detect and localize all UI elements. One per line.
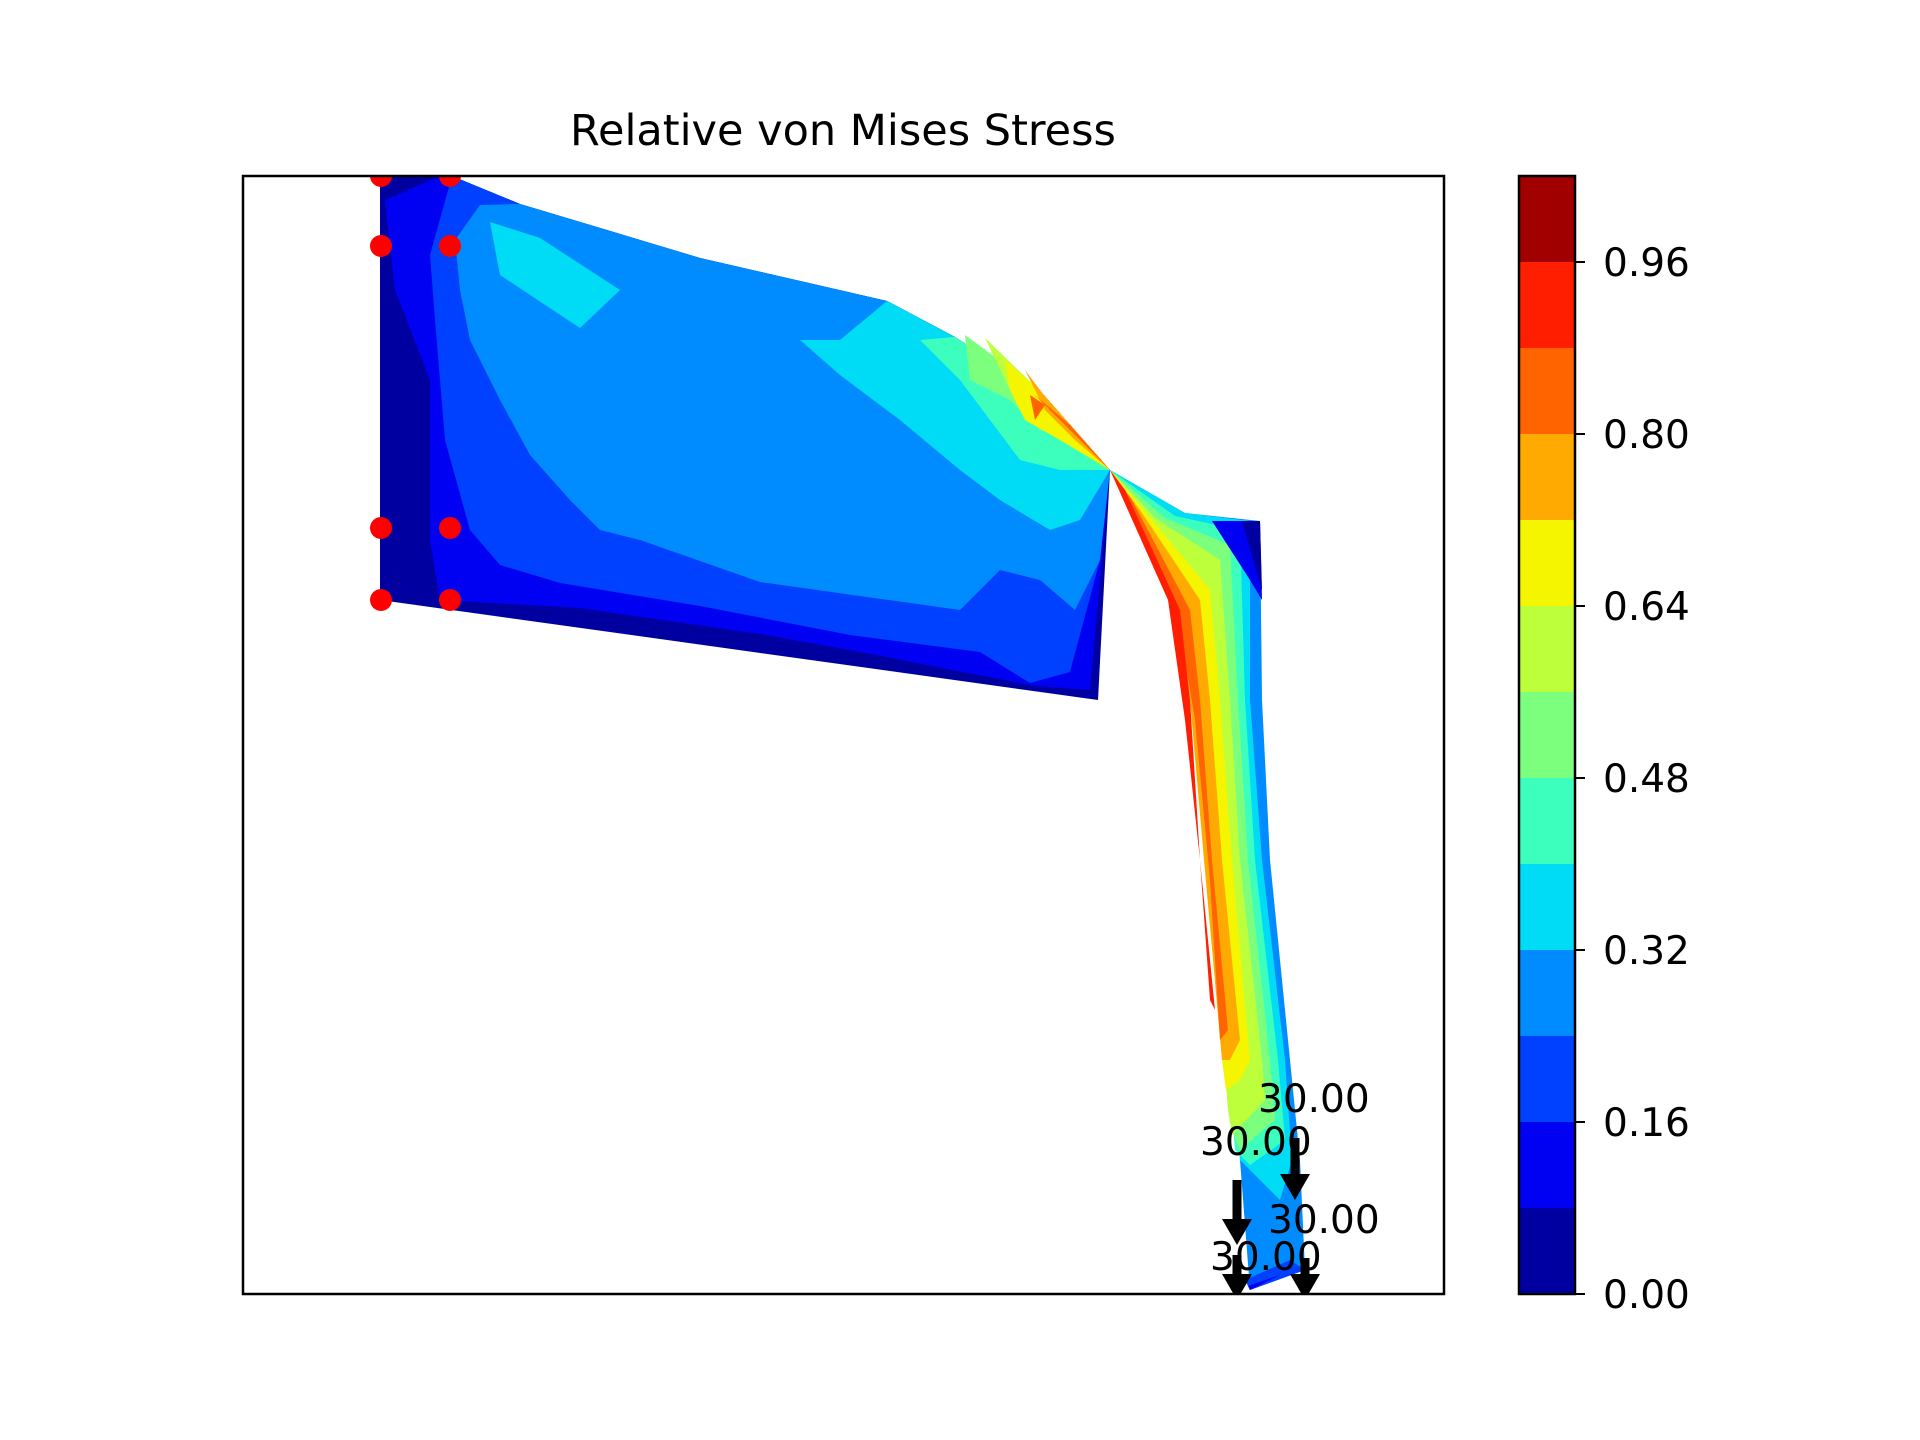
load-arrows [1222,1138,1320,1294]
stress-band [1030,395,1045,420]
load-arrow-head [1280,1174,1310,1200]
constraint-marker [370,176,392,187]
load-arrow-head [1290,1274,1320,1294]
load-arrow-head [1222,1219,1252,1245]
colorbar-tick-label: 0.64 [1603,585,1690,630]
load-label: 30.00 [1258,1077,1370,1122]
stress-contour [380,176,1305,1290]
constraint-marker [439,589,461,611]
constraint-markers [370,176,461,611]
stress-band [1248,1275,1280,1290]
chart-title: Relative von Mises Stress [570,106,1116,156]
colorbar-band [1519,1036,1575,1122]
colorbar-tick-label: 0.96 [1603,241,1690,286]
colorbar-band [1519,1122,1575,1208]
colorbar-band [1519,864,1575,950]
stress-band [1110,470,1228,1040]
stress-band [800,301,1110,530]
stress-band [1110,470,1215,1010]
stress-band [490,222,620,328]
load-arrow-head [1222,1274,1252,1294]
constraint-marker [370,517,392,539]
constraint-marker [439,517,461,539]
colorbar-tick-label: 0.32 [1603,929,1690,974]
colorbar-tick-label: 0.48 [1603,757,1690,802]
colorbar-ticks: 0.00 0.16 0.32 0.48 0.64 0.80 0.96 [1575,241,1690,1318]
stress-band [1242,521,1262,590]
constraint-marker [439,176,461,187]
colorbar: 0.00 0.16 0.32 0.48 0.64 0.80 0.96 [1517,174,1690,1318]
colorbar-band [1519,1208,1575,1294]
colorbar-band [1519,520,1575,606]
colorbar-band [1519,434,1575,520]
colorbar-band [1519,262,1575,348]
axes-frame [241,174,1446,1296]
stress-band [455,204,1110,610]
constraint-marker [370,589,392,611]
load-label: 30.00 [1210,1235,1322,1280]
colorbar-band [1519,950,1575,1036]
colorbar-tick-label: 0.00 [1603,1273,1690,1318]
colorbar-band [1519,348,1575,434]
constraint-marker [439,235,461,257]
colorbar-band [1519,606,1575,692]
constraint-marker [370,235,392,257]
load-label: 30.00 [1200,1120,1312,1165]
load-label: 30.00 [1268,1198,1380,1243]
stress-band [1035,395,1110,470]
colorbar-frame [1517,174,1577,1296]
colorbar-band [1519,176,1575,262]
colorbar-tick-label: 0.80 [1603,413,1690,458]
colorbar-band [1519,692,1575,778]
plot-area [370,176,1320,1294]
colorbar-bands [1519,176,1575,1294]
colorbar-tick-label: 0.16 [1603,1101,1690,1146]
colorbar-band [1519,778,1575,864]
